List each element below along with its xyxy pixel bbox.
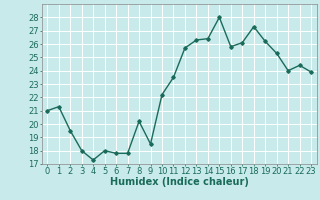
- X-axis label: Humidex (Indice chaleur): Humidex (Indice chaleur): [110, 177, 249, 187]
